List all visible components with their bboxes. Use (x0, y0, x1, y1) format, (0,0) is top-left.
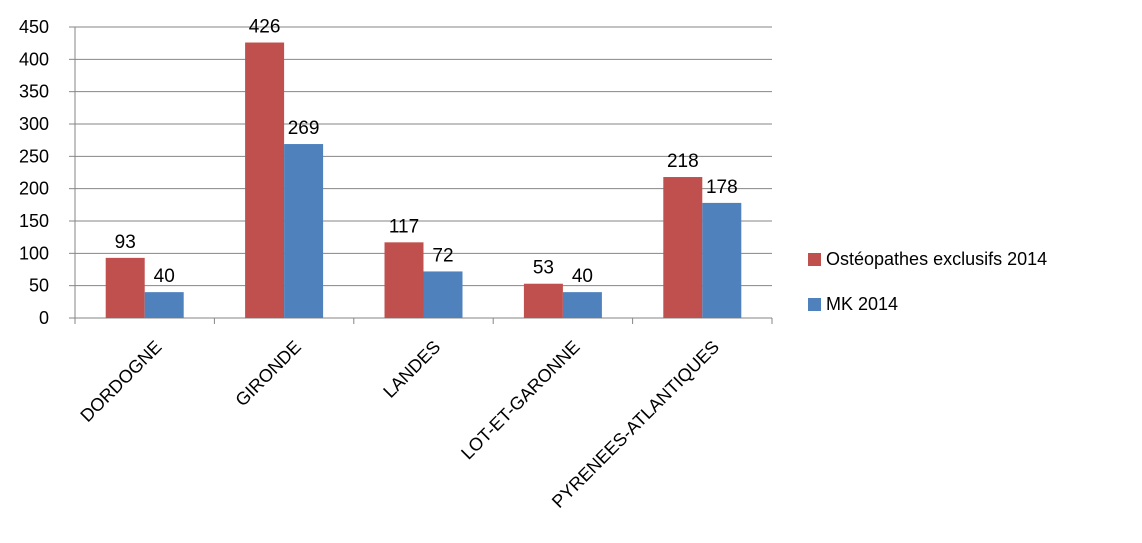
x-category-label: DORDOGNE (76, 337, 165, 426)
data-label: 72 (432, 245, 453, 266)
bar-osteopathes (663, 177, 703, 318)
x-category-label: LOT-ET-GARONNE (457, 337, 584, 464)
x-category-label: PYRENEES-ATLANTIQUES (548, 337, 723, 512)
legend-swatch (808, 253, 821, 266)
bar-mk (562, 292, 602, 318)
y-tick-label: 450 (19, 17, 49, 37)
y-tick-label: 250 (19, 146, 49, 166)
bars (105, 42, 742, 319)
data-label: 426 (249, 17, 281, 38)
data-label: 53 (533, 258, 554, 279)
bar-mk (144, 292, 184, 318)
legend-swatch (808, 298, 821, 311)
y-tick-label: 300 (19, 114, 49, 134)
legend-label: Ostéopathes exclusifs 2014 (826, 249, 1047, 269)
y-tick-label: 400 (19, 49, 49, 69)
y-tick-label: 150 (19, 211, 49, 231)
bar-osteopathes (245, 42, 285, 319)
y-tick-label: 50 (29, 276, 49, 296)
legend-label: MK 2014 (826, 294, 898, 314)
data-labels: 93 426 117 53 218 40 269 72 40 178 (115, 17, 738, 288)
data-label: 269 (288, 118, 320, 139)
data-label: 40 (572, 266, 593, 287)
data-label: 178 (706, 177, 738, 198)
bar-osteopathes (384, 242, 424, 318)
bar-mk (423, 271, 463, 318)
y-tick-label: 200 (19, 179, 49, 199)
data-label: 40 (154, 266, 175, 287)
x-category-label: GIRONDE (231, 337, 305, 411)
data-label: 218 (667, 151, 699, 172)
bar-mk (284, 144, 324, 318)
gridlines (75, 26, 772, 287)
y-tick-label: 350 (19, 82, 49, 102)
bar-mk (702, 202, 742, 318)
data-label: 117 (389, 216, 419, 237)
bar-osteopathes (523, 283, 563, 318)
legend: Ostéopathes exclusifs 2014 MK 2014 (808, 249, 1047, 314)
x-category-label: LANDES (379, 337, 444, 402)
bar-osteopathes (105, 257, 145, 318)
y-tick-label: 0 (39, 308, 49, 328)
data-label: 93 (115, 232, 136, 253)
y-tick-label: 100 (19, 243, 49, 263)
